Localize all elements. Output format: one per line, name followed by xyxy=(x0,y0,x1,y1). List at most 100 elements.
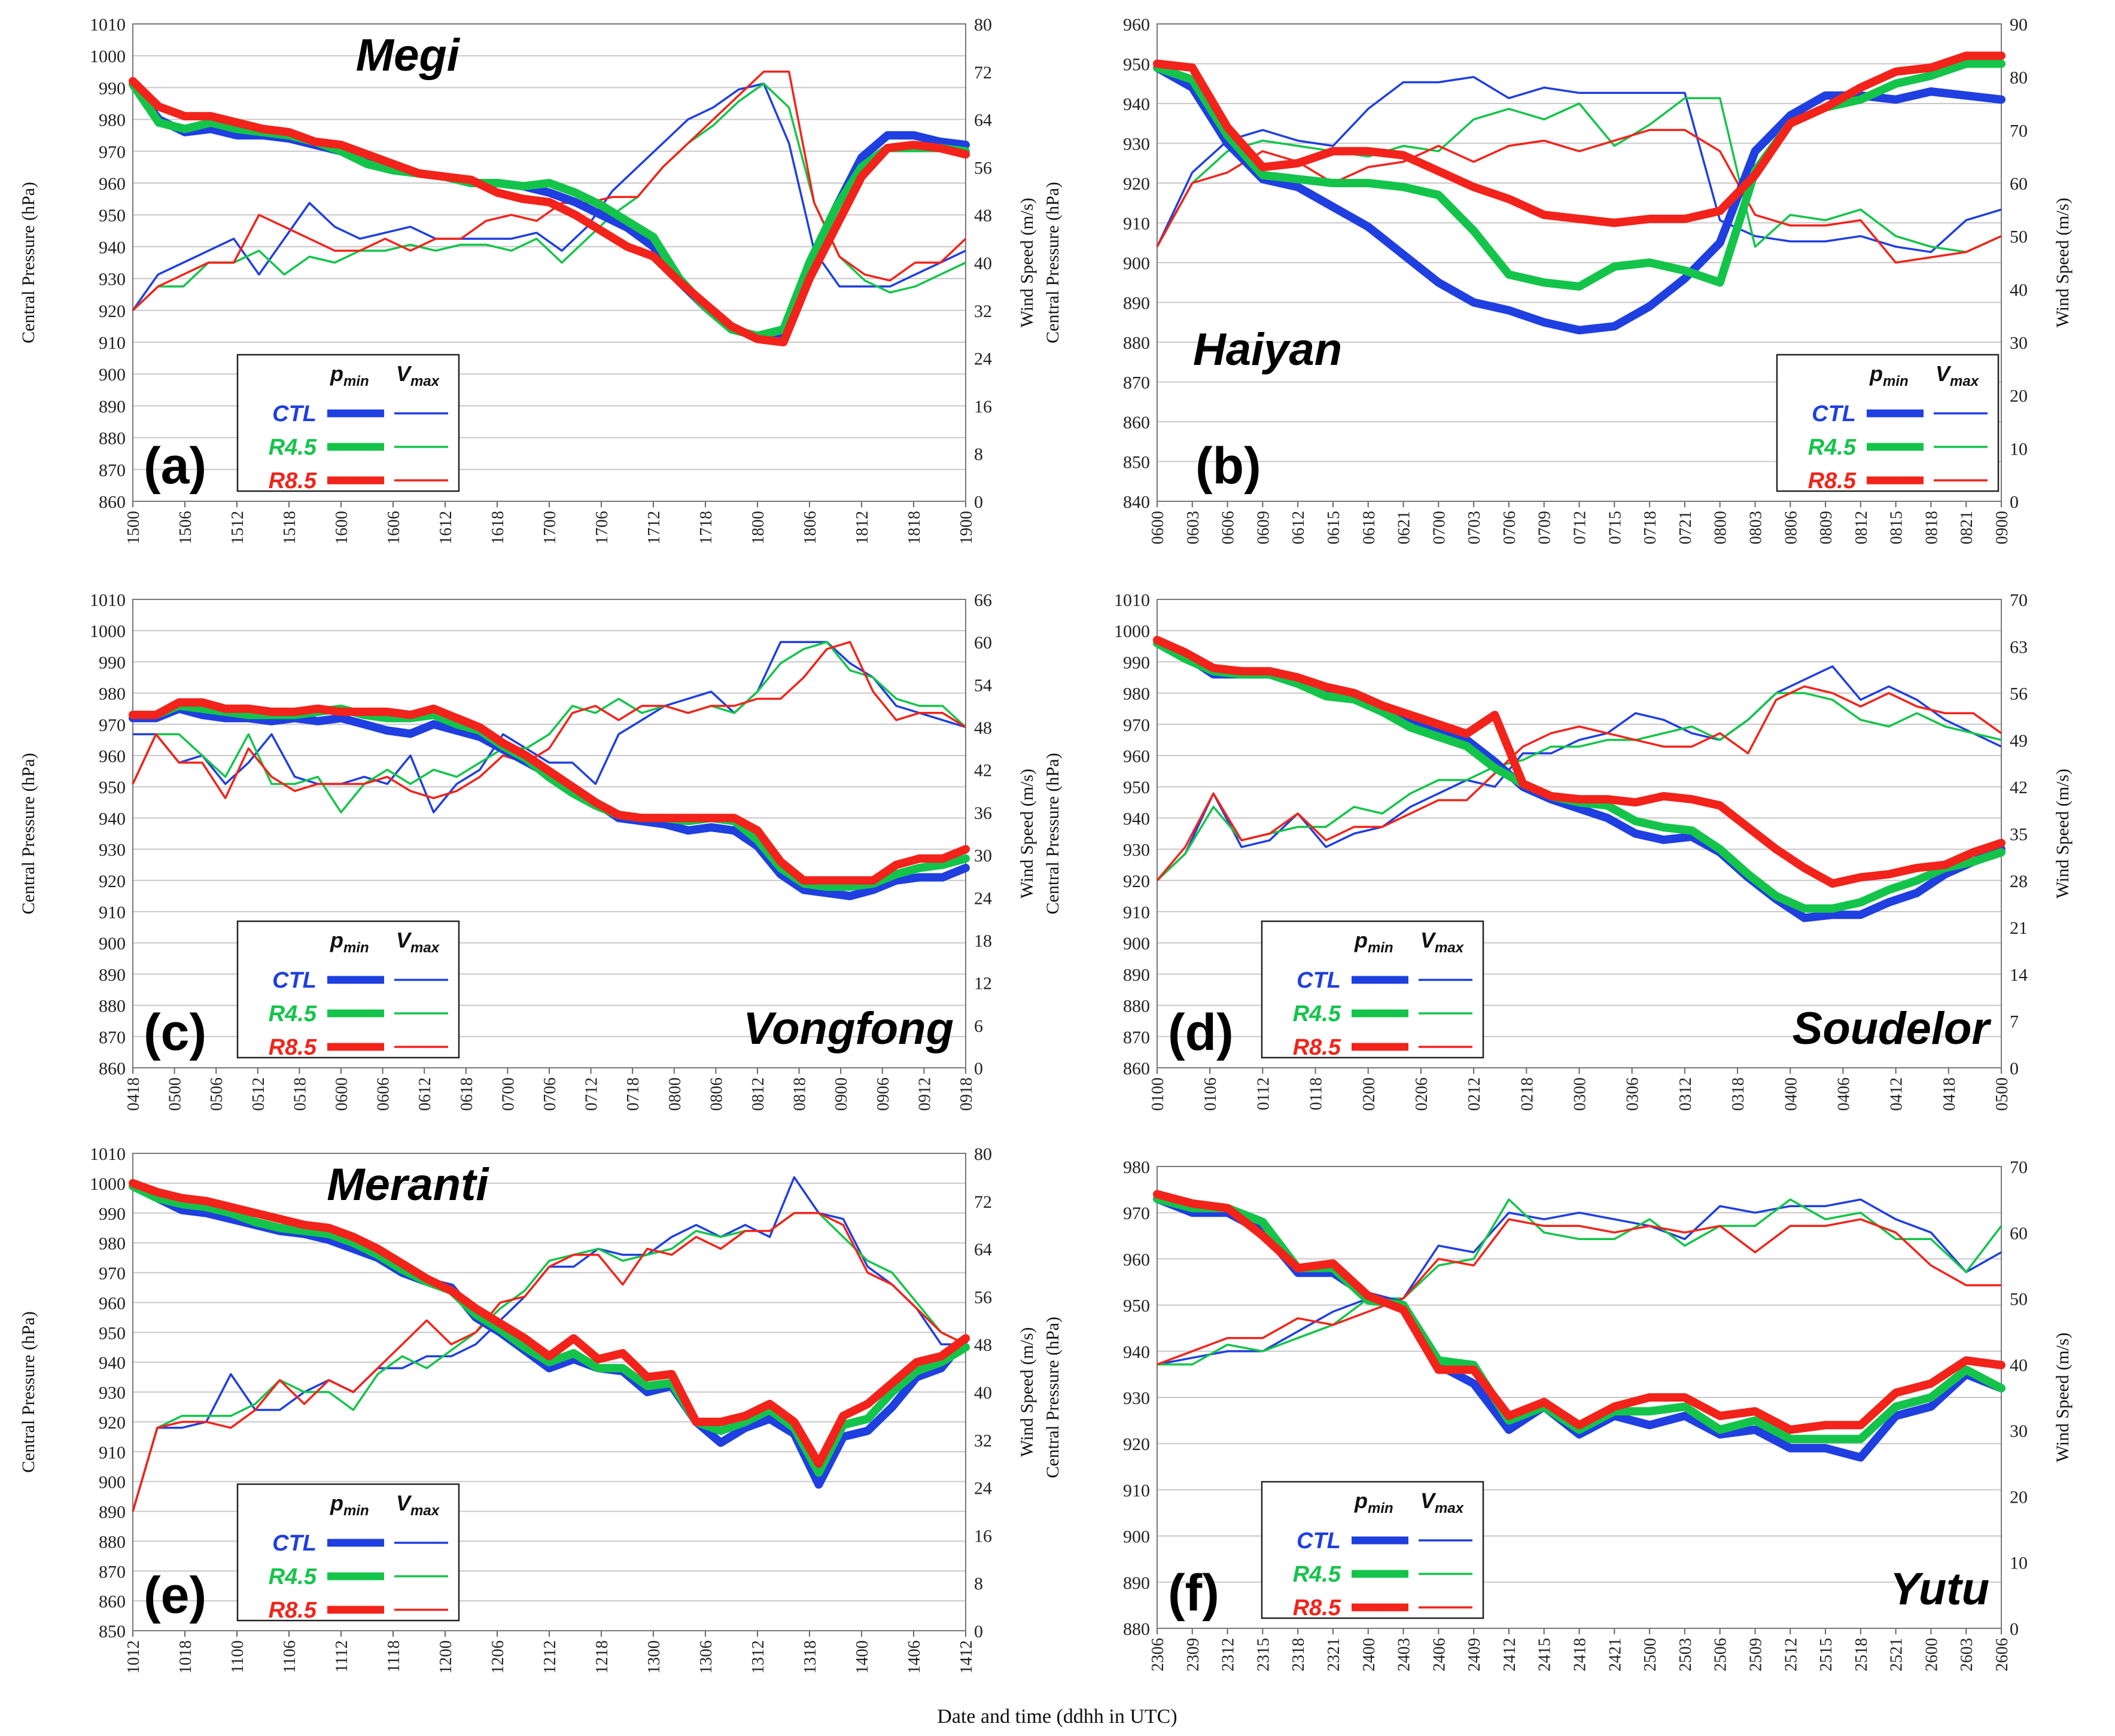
x-tick-label: 0621 xyxy=(1395,511,1414,544)
x-tick-label: 1700 xyxy=(541,511,559,544)
y-tick-label: 850 xyxy=(1123,453,1150,473)
storm-title: Vongfong xyxy=(743,1003,954,1054)
x-tick-label: 1718 xyxy=(697,511,716,544)
y2-tick-label: 6 xyxy=(974,1016,983,1036)
legend-header-vmax-sub: max xyxy=(1435,940,1465,956)
vmax-line-r45 xyxy=(132,1212,966,1512)
y-tick-label: 1010 xyxy=(1114,590,1150,610)
y-tick-label: 960 xyxy=(99,174,126,194)
legend-box xyxy=(1261,1481,1484,1619)
x-tick-label: 2306 xyxy=(1149,1638,1167,1671)
x-tick-label: 0118 xyxy=(1307,1077,1326,1110)
x-tick-label: 2506 xyxy=(1712,1638,1730,1671)
legend-label: R4.5 xyxy=(1293,1562,1341,1587)
y2-tick-label: 50 xyxy=(2010,227,2028,247)
y-tick-label: 930 xyxy=(99,270,126,290)
x-tick-label: 2415 xyxy=(1536,1638,1554,1671)
y2-tick-label: 42 xyxy=(2010,778,2028,797)
y-tick-label: 970 xyxy=(99,715,126,735)
pmin-line-r85 xyxy=(129,1178,970,1468)
y2-tick-label: 0 xyxy=(2010,492,2019,512)
x-tick-label: 1118 xyxy=(385,1640,403,1673)
y2-tick-label: 8 xyxy=(974,444,983,464)
y2-tick-label: 30 xyxy=(2010,333,2028,353)
y-tick-label: 900 xyxy=(1123,934,1150,954)
y-tick-label: 940 xyxy=(99,1353,126,1373)
legend-header-pmin-sub: min xyxy=(1883,373,1909,389)
y-tick-label: 990 xyxy=(99,653,126,672)
y2-tick-label: 32 xyxy=(974,1431,992,1451)
x-tick-label: 2409 xyxy=(1465,1638,1484,1671)
x-tick-label: 1706 xyxy=(593,511,611,544)
x-tick-label: 2412 xyxy=(1501,1638,1519,1671)
x-tick-label: 2421 xyxy=(1606,1638,1624,1671)
plot-frame xyxy=(1157,1166,2002,1629)
vmax-line-r85 xyxy=(132,1212,966,1512)
y2-tick-label: 0 xyxy=(974,1622,983,1641)
y2-tick-label: 70 xyxy=(2010,1158,2028,1177)
y-tick-label: 990 xyxy=(1123,653,1150,672)
legend-header-vmax-sub: max xyxy=(410,1503,440,1519)
x-tick-label: 0603 xyxy=(1184,511,1203,544)
y-tick-label: 940 xyxy=(1123,1342,1150,1362)
y2-tick-label: 21 xyxy=(2010,918,2028,938)
y2-tick-label: 60 xyxy=(2010,1223,2028,1243)
legend-box xyxy=(1261,920,1484,1059)
x-tick-label: 1412 xyxy=(957,1640,976,1674)
x-tick-label: 0609 xyxy=(1254,511,1273,544)
y-axis-label: Central Pressure (hPa) xyxy=(1043,182,1063,343)
x-tick-label: 0218 xyxy=(1518,1077,1536,1111)
y2-axis-label: Wind Speed (m/s) xyxy=(1017,1327,1037,1457)
panel-haiyan: 8408508608708808909009109209309409509600… xyxy=(1043,15,2073,544)
plot-frame xyxy=(1157,599,2002,1068)
y-tick-label: 930 xyxy=(1123,840,1150,860)
legend-label: CTL xyxy=(272,1531,317,1556)
y-axis-label: Central Pressure (hPa) xyxy=(19,753,38,915)
y2-tick-label: 70 xyxy=(2010,590,2028,610)
panel-label: (d) xyxy=(1168,1004,1234,1061)
y-axis-label: Central Pressure (hPa) xyxy=(1043,753,1063,915)
y-tick-label: 920 xyxy=(99,301,126,321)
y-tick-label: 970 xyxy=(1123,715,1150,735)
panels-group: 8608708808909009109209309409509609709809… xyxy=(19,15,2073,1674)
y-tick-label: 990 xyxy=(99,78,126,98)
y2-axis-label: Wind Speed (m/s) xyxy=(1017,769,1037,899)
plot-frame xyxy=(1157,23,2002,502)
y-axis-label: Central Pressure (hPa) xyxy=(19,182,38,343)
y2-tick-label: 14 xyxy=(2010,965,2028,985)
y2-tick-label: 8 xyxy=(974,1574,983,1594)
storm-title: Soudelor xyxy=(1793,1003,1992,1054)
pmin-line-ctl xyxy=(1153,1195,2006,1462)
legend-header-pmin-sub: min xyxy=(1368,940,1393,956)
y2-tick-label: 80 xyxy=(2010,68,2028,88)
y-tick-label: 1000 xyxy=(90,47,126,66)
vmax-line-ctl xyxy=(1157,1198,2002,1366)
panel-yutu: 880 890 900 910 920 930 940 950 960 970 980 0 10 20 30… xyxy=(1043,1158,2073,1671)
y2-tick-label: 35 xyxy=(2010,825,2028,845)
y-tick-label: 950 xyxy=(99,1323,126,1343)
x-tick-label: 0518 xyxy=(291,1077,309,1111)
x-tick-label: 0709 xyxy=(1536,511,1554,544)
y2-tick-label: 24 xyxy=(974,349,992,369)
y-tick-label: 990 xyxy=(99,1204,126,1224)
y-tick-label: 980 xyxy=(99,1234,126,1254)
vmax-line-r45 xyxy=(1157,1198,2003,1366)
legend-header-pmin-sub: min xyxy=(343,940,369,956)
storm-title: Megi xyxy=(356,30,461,81)
x-tick-label: 1312 xyxy=(749,1640,768,1674)
legend-box xyxy=(236,920,460,1059)
y2-axis-label: Wind Speed (m/s) xyxy=(1017,197,1037,327)
x-tick-label: 1500 xyxy=(124,511,143,544)
x-tick-label: 0306 xyxy=(1624,1077,1642,1111)
y-tick-label: 860 xyxy=(1123,1059,1150,1079)
y-tick-label: 930 xyxy=(1123,135,1150,154)
x-tick-label: 1812 xyxy=(853,511,872,544)
x-tick-label: 0721 xyxy=(1676,511,1695,544)
x-tick-label: 0815 xyxy=(1888,511,1906,544)
y2-tick-label: 80 xyxy=(974,15,992,35)
panel-label: (a) xyxy=(144,437,206,495)
legend-label: R8.5 xyxy=(1293,1595,1341,1621)
